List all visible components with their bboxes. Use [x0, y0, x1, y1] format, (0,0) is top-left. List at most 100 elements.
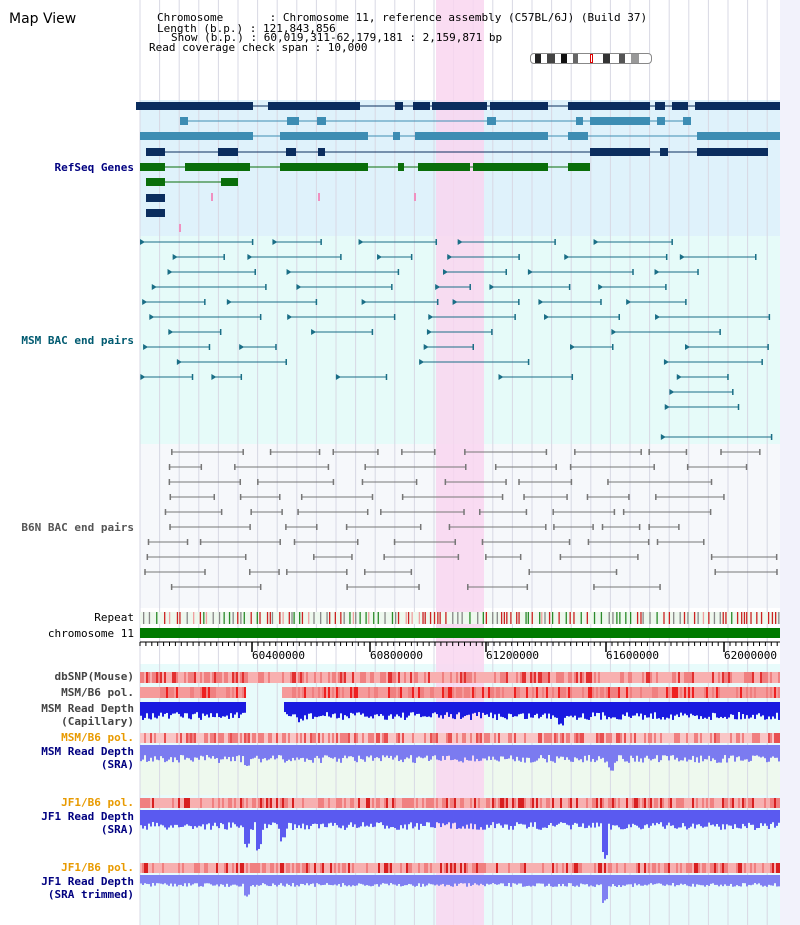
read-depth-bar: [180, 702, 182, 717]
read-depth-bar: [428, 702, 430, 717]
polymorphism-cell: [428, 798, 430, 808]
polymorphism-cell: [158, 672, 160, 683]
polymorphism-cell: [428, 672, 430, 683]
read-depth-bar: [752, 745, 754, 756]
polymorphism-cell: [166, 733, 168, 743]
bac-end-marker: [140, 239, 146, 245]
track-label-msm-pol[interactable]: MSM/B6 pol.: [61, 686, 134, 699]
polymorphism-cell: [356, 672, 358, 683]
track-label-msm-bac[interactable]: MSM BAC end pairs: [21, 334, 134, 347]
polymorphism-cell: [468, 798, 470, 808]
track-label-jf1-depth[interactable]: JF1 Read Depth: [41, 810, 134, 823]
polymorphism-cell: [312, 798, 314, 808]
polymorphism-cell: [224, 672, 226, 683]
repeat-element: [774, 612, 777, 624]
polymorphism-cell: [386, 798, 388, 808]
bac-end-marker: [538, 299, 544, 305]
read-depth-bar: [226, 745, 228, 760]
read-depth-bar: [768, 810, 770, 830]
polymorphism-cell: [760, 687, 762, 698]
read-depth-bar: [276, 745, 278, 759]
read-depth-bar: [294, 875, 296, 887]
polymorphism-cell: [762, 863, 764, 873]
polymorphism-cell: [354, 672, 356, 683]
polymorphism-cell: [370, 687, 372, 698]
track-label-msm-pol-2[interactable]: MSM/B6 pol.: [61, 731, 134, 744]
track-label-jf1-pol[interactable]: JF1/B6 pol.: [61, 796, 134, 809]
polymorphism-cell: [412, 733, 414, 743]
bac-end-marker: [676, 374, 682, 380]
track-label-b6n-bac[interactable]: B6N BAC end pairs: [21, 521, 134, 534]
polymorphism-cell: [292, 687, 294, 698]
read-depth-bar: [296, 810, 298, 829]
read-depth-bar: [414, 810, 416, 827]
read-depth-bar: [208, 745, 210, 758]
read-depth-bar: [580, 875, 582, 884]
read-depth-bar: [442, 745, 444, 756]
polymorphism-cell: [610, 687, 612, 698]
read-depth-bar: [478, 702, 480, 713]
polymorphism-cell: [186, 863, 188, 873]
read-depth-bar: [140, 810, 142, 826]
read-depth-bar: [542, 702, 544, 715]
polymorphism-cell: [640, 798, 642, 808]
bac-end-marker: [320, 239, 322, 245]
polymorphism-cell: [214, 863, 216, 873]
polymorphism-cell: [700, 733, 702, 743]
polymorphism-cell: [524, 672, 526, 683]
polymorphism-cell: [266, 863, 268, 873]
polymorphism-cell: [400, 798, 402, 808]
read-depth-bar: [540, 745, 542, 756]
polymorphism-cell: [502, 863, 504, 873]
polymorphism-cell: [766, 863, 768, 873]
read-depth-bar: [288, 810, 290, 823]
polymorphism-cell: [238, 798, 240, 808]
polymorphism-cell: [170, 733, 172, 743]
polymorphism-cell: [350, 687, 352, 698]
track-label-refseq[interactable]: RefSeq Genes: [54, 161, 134, 174]
read-depth-bar: [470, 745, 472, 761]
polymorphism-cell: [538, 863, 540, 873]
polymorphism-cell: [502, 733, 504, 743]
polymorphism-cell: [758, 798, 760, 808]
read-depth-bar: [710, 702, 712, 720]
track-label-jf1-pol-2[interactable]: JF1/B6 pol.: [61, 861, 134, 874]
read-depth-bar: [164, 745, 166, 763]
track-label-msm-depth-capillary[interactable]: MSM Read Depth: [41, 702, 134, 715]
polymorphism-cell: [768, 733, 770, 743]
polymorphism-cell: [664, 672, 666, 683]
polymorphism-cell: [558, 687, 560, 698]
read-depth-bar: [474, 875, 476, 884]
track-label-dbsnp[interactable]: dbSNP(Mouse): [54, 670, 134, 683]
read-depth-bar: [194, 875, 196, 884]
track-label-jf1-depth-trimmed[interactable]: JF1 Read Depth: [41, 875, 134, 888]
read-depth-bar: [740, 875, 742, 887]
read-depth-bar: [268, 875, 270, 887]
track-label-repeat[interactable]: Repeat: [94, 611, 134, 624]
chromosome-ideogram[interactable]: [530, 53, 652, 64]
read-depth-bar: [700, 745, 702, 756]
bac-end-marker: [240, 374, 243, 380]
read-depth-bar: [230, 810, 232, 828]
read-depth-bar: [758, 702, 760, 714]
read-depth-bar: [436, 875, 438, 885]
polymorphism-cell: [382, 733, 384, 743]
read-depth-bar: [506, 810, 508, 825]
read-depth-bar: [378, 875, 380, 887]
polymorphism-cell: [482, 672, 484, 683]
read-depth-bar: [292, 810, 294, 830]
polymorphism-cell: [644, 687, 646, 698]
read-depth-bar: [366, 810, 368, 826]
read-depth-bar: [148, 702, 150, 719]
polymorphism-cell: [702, 733, 704, 743]
read-depth-bar: [680, 875, 682, 884]
track-label-chromosome[interactable]: chromosome 11: [47, 627, 134, 640]
read-depth-bar: [614, 745, 616, 763]
polymorphism-cell: [536, 687, 538, 698]
polymorphism-cell: [206, 798, 208, 808]
polymorphism-cell: [776, 672, 778, 683]
repeat-element: [548, 612, 551, 624]
track-label-msm-depth-sra[interactable]: MSM Read Depth: [41, 745, 134, 758]
polymorphism-cell: [708, 798, 710, 808]
